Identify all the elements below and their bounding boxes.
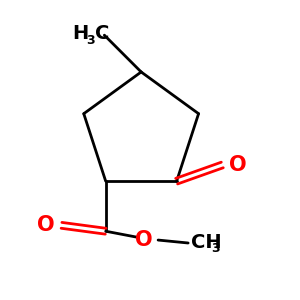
Text: CH: CH (191, 233, 222, 253)
Text: 3: 3 (86, 34, 94, 47)
Text: O: O (135, 230, 153, 250)
Text: O: O (38, 215, 55, 235)
Text: 3: 3 (211, 242, 220, 255)
Text: H: H (72, 24, 88, 43)
Text: O: O (229, 155, 246, 175)
Text: C: C (94, 24, 109, 43)
